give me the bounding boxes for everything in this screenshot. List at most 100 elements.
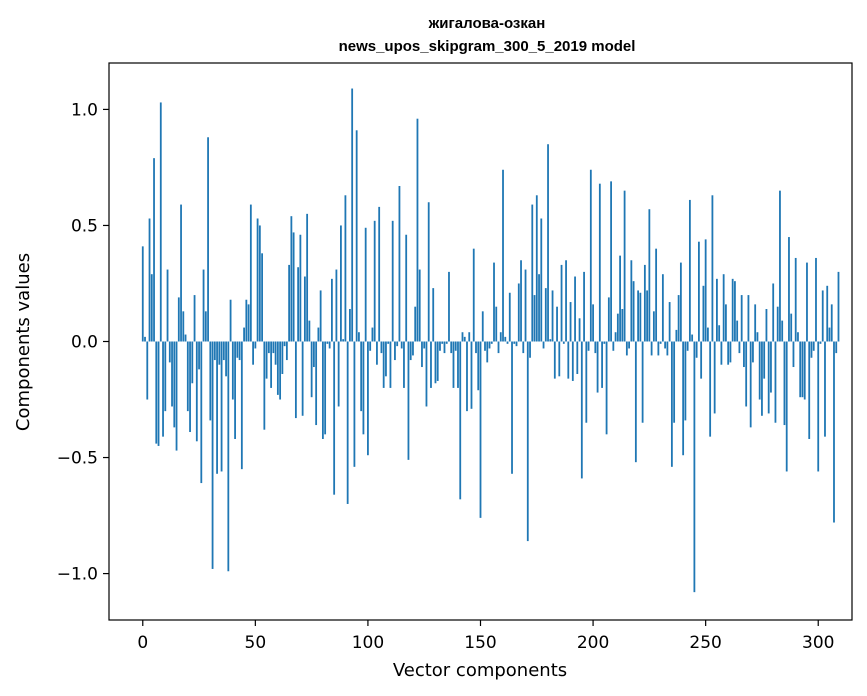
bar-series [141, 88, 840, 593]
bar-component-270 [749, 341, 752, 428]
bar-component-163 [508, 292, 511, 342]
bar-component-217 [630, 260, 633, 342]
bar-component-78 [317, 327, 320, 342]
bar-component-104 [376, 341, 378, 365]
bar-component-98 [362, 341, 365, 435]
bar-component-160 [502, 169, 504, 342]
bar-component-284 [781, 320, 784, 342]
bar-component-245 [693, 341, 696, 593]
bar-component-304 [826, 285, 829, 342]
bar-component-264 [736, 320, 739, 342]
bar-component-175 [535, 195, 538, 342]
bar-component-290 [794, 257, 797, 342]
bar-component-236 [673, 341, 676, 423]
bar-component-257 [720, 341, 723, 365]
bar-component-44 [240, 341, 243, 470]
bar-component-212 [619, 255, 621, 342]
bar-component-235 [670, 341, 673, 467]
bar-component-15 [175, 341, 178, 451]
bar-component-43 [238, 341, 241, 361]
bar-component-227 [652, 311, 655, 342]
bar-component-102 [371, 327, 374, 342]
bar-component-112 [394, 341, 396, 361]
bar-component-96 [358, 332, 360, 342]
bar-component-142 [461, 332, 464, 342]
bar-component-165 [513, 341, 516, 344]
bar-component-228 [655, 248, 658, 342]
bar-component-140 [457, 341, 459, 388]
bar-component-232 [664, 341, 667, 349]
bar-component-271 [752, 341, 754, 363]
bar-component-254 [713, 341, 716, 414]
bar-component-148 [475, 341, 477, 354]
bar-component-97 [360, 341, 363, 412]
bar-component-19 [184, 334, 187, 342]
bar-component-99 [364, 227, 367, 342]
bar-component-157 [495, 306, 498, 342]
bar-component-168 [520, 260, 522, 342]
bar-component-55 [265, 341, 268, 379]
bar-component-164 [511, 341, 513, 474]
bar-component-291 [797, 332, 799, 342]
bar-component-244 [691, 334, 694, 342]
bar-component-301 [819, 341, 822, 344]
bar-component-281 [774, 341, 777, 423]
y-tick-label: 0.0 [71, 333, 98, 353]
bar-component-205 [603, 341, 606, 344]
bar-component-173 [531, 204, 534, 342]
bar-component-141 [459, 341, 462, 500]
bar-component-81 [324, 341, 327, 435]
bar-component-147 [472, 248, 475, 342]
bar-component-30 [209, 341, 212, 421]
bar-component-117 [405, 234, 408, 342]
bar-component-123 [418, 269, 421, 342]
bar-component-161 [504, 336, 507, 342]
bar-component-179 [544, 288, 547, 342]
bar-component-224 [646, 290, 649, 342]
bar-component-130 [434, 341, 437, 384]
bar-component-26 [200, 341, 203, 484]
bar-component-29 [207, 137, 209, 342]
bar-component-191 [571, 341, 574, 381]
bar-component-13 [171, 341, 173, 407]
bar-component-169 [522, 341, 525, 354]
bar-component-210 [614, 332, 617, 342]
bar-component-182 [551, 290, 554, 342]
bar-component-143 [463, 336, 466, 342]
bar-component-6 [155, 341, 158, 444]
bar-component-253 [711, 195, 714, 342]
bar-component-33 [216, 341, 218, 474]
bar-component-292 [799, 341, 802, 398]
bar-component-162 [506, 341, 509, 344]
bar-component-37 [225, 341, 227, 377]
bar-component-229 [657, 341, 660, 356]
x-axis-label: Vector components [393, 660, 567, 681]
bar-component-194 [578, 318, 581, 342]
bar-component-149 [477, 341, 480, 391]
bar-component-25 [198, 341, 200, 370]
bar-component-195 [580, 341, 583, 479]
bar-component-300 [817, 341, 820, 472]
bar-component-307 [833, 341, 835, 523]
bar-component-116 [403, 341, 405, 388]
bar-component-80 [321, 341, 324, 439]
bar-component-127 [427, 202, 430, 342]
bar-component-47 [247, 304, 250, 342]
bar-component-198 [587, 341, 590, 351]
bar-component-120 [412, 341, 414, 356]
bar-component-107 [382, 341, 385, 388]
bar-component-71 [301, 341, 304, 416]
bar-component-280 [772, 283, 775, 342]
bar-component-35 [220, 341, 223, 472]
bar-component-56 [267, 341, 270, 354]
bar-component-288 [790, 313, 793, 342]
bar-component-298 [812, 341, 815, 351]
bar-component-252 [709, 341, 712, 437]
bar-component-223 [643, 264, 646, 342]
bar-component-51 [256, 218, 259, 342]
x-tick-label: 0 [137, 633, 148, 653]
bar-component-21 [189, 341, 191, 433]
bar-component-28 [204, 311, 207, 342]
bar-component-69 [297, 267, 300, 342]
bar-component-276 [763, 341, 766, 379]
